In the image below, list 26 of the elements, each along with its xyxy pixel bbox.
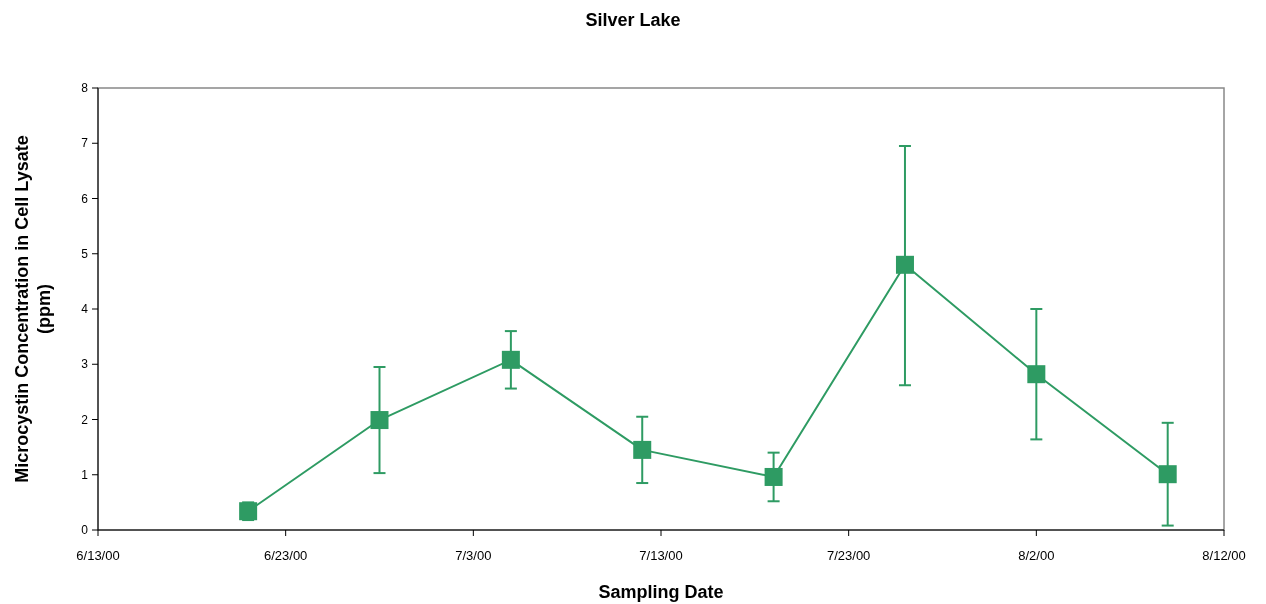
y-tick-label: 7 xyxy=(81,136,89,151)
x-tick-label: 6/23/00 xyxy=(263,548,308,563)
point xyxy=(501,350,520,369)
y-tick-label: 5 xyxy=(81,246,89,261)
x-tick-label: 8/2/00 xyxy=(1018,548,1055,563)
point xyxy=(633,440,652,459)
x-tick-label: 7/13/00 xyxy=(639,548,683,563)
x-tick-label: 8/12/00 xyxy=(1202,548,1246,563)
y-tick-label: 8 xyxy=(81,81,89,96)
y-tick-label: 2 xyxy=(81,412,89,427)
point xyxy=(1027,365,1046,384)
point xyxy=(370,411,389,430)
y-tick-label: 4 xyxy=(81,302,89,317)
x-tick-label: 6/13/00 xyxy=(76,548,120,563)
y-tick-label: 3 xyxy=(81,357,89,372)
x-tick-label: 7/3/00 xyxy=(455,548,492,563)
y-tick-label: 6 xyxy=(81,191,89,206)
y-tick-label: 1 xyxy=(81,467,89,482)
x-axis-title: Sampling Date xyxy=(598,582,724,602)
y-axis-title: Microcystin Concentration in Cell Lysate (ppm) xyxy=(12,135,54,483)
x-tick-label: 7/23/00 xyxy=(826,548,871,563)
point xyxy=(895,255,914,274)
chart-title: Silver Lake xyxy=(585,10,681,30)
y-tick-label: 0 xyxy=(81,523,89,538)
point xyxy=(764,467,783,486)
point xyxy=(1158,465,1177,484)
